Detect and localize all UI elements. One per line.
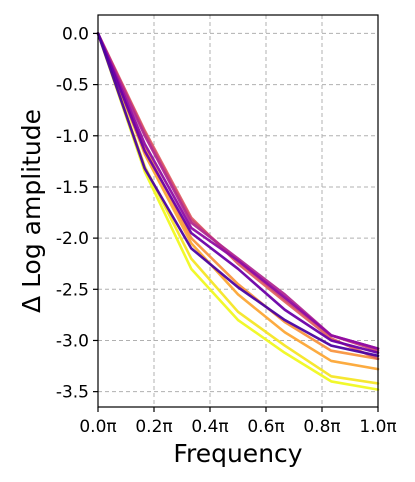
y-axis-title: Δ Log amplitude bbox=[17, 109, 46, 313]
x-tick-label: 0.2π bbox=[135, 417, 172, 437]
y-tick-label: -3.5 bbox=[56, 383, 89, 403]
y-tick-label: -2.0 bbox=[56, 229, 89, 249]
y-tick-label: -1.5 bbox=[56, 178, 89, 198]
x-tick-label: 1.0π bbox=[359, 417, 396, 437]
series-line-7 bbox=[96, 32, 380, 350]
series-lines bbox=[96, 32, 380, 391]
series-line-1 bbox=[96, 32, 380, 391]
x-tick-label: 0.0π bbox=[79, 417, 116, 437]
grid bbox=[97, 15, 379, 407]
y-tick-label: -0.5 bbox=[56, 76, 89, 96]
series-line-8 bbox=[96, 32, 380, 350]
plot-frame bbox=[97, 14, 379, 408]
series-line-10 bbox=[96, 32, 380, 358]
x-axis-title: Frequency bbox=[173, 439, 302, 468]
y-tick-label: 0.0 bbox=[62, 24, 89, 44]
series-line-9 bbox=[96, 32, 380, 355]
x-tick-label: 0.4π bbox=[191, 417, 228, 437]
x-tick-label: 0.6π bbox=[247, 417, 284, 437]
y-tick-label: -2.5 bbox=[56, 280, 89, 300]
series-line-6 bbox=[96, 32, 380, 353]
y-tick-label: -3.0 bbox=[56, 331, 89, 351]
series-line-2 bbox=[96, 32, 380, 385]
series-line-3 bbox=[96, 32, 380, 371]
axis-ticks: 0.0π 0.2π 0.4π 0.6π 0.8π 1.0π 0.0 -0.5 -1.0 -1.5 -… bbox=[56, 24, 397, 437]
y-tick-label: -1.0 bbox=[56, 127, 89, 147]
x-tick-label: 0.8π bbox=[303, 417, 340, 437]
